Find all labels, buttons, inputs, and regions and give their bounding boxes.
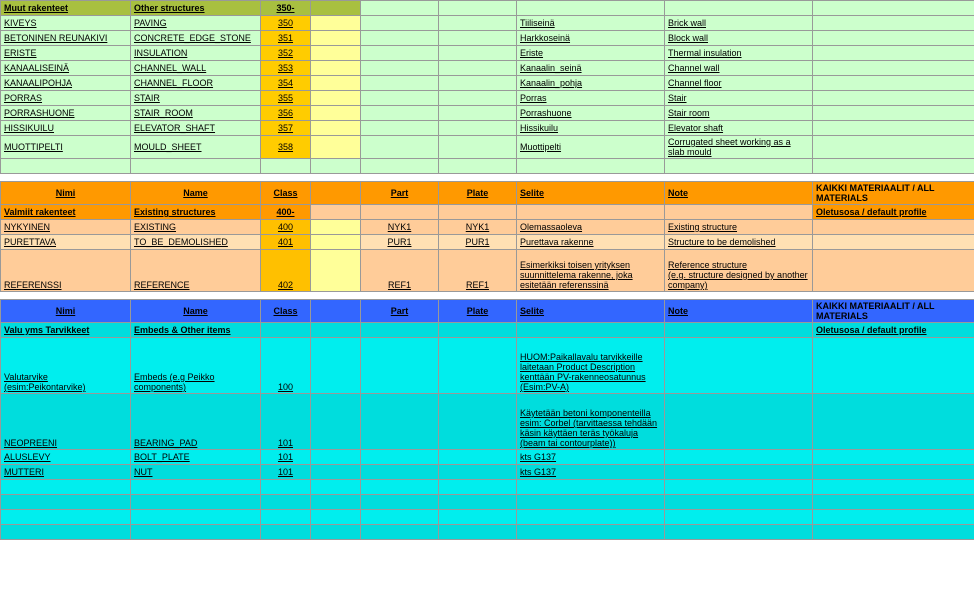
section2-row: NYKYINENEXISTING400NYK1NYK1Olemassaoleva… [1,220,974,235]
section3-row: Valutarvike (esim:Peikontarvike)Embeds (… [1,338,974,394]
section2-row: REFERENSSIREFERENCE402REF1REF1Esimerkiks… [1,250,974,292]
section1-row: KANAALIPOHJACHANNEL_FLOOR354Kanaalin_poh… [1,76,974,91]
section1-row: PORRASSTAIR355PorrasStair [1,91,974,106]
section2-row: PURETTAVATO_BE_DEMOLISHED401PUR1PUR1Pure… [1,235,974,250]
section1-row: MUOTTIPELTIMOULD_SHEET358MuottipeltiCorr… [1,136,974,159]
section1-row: PORRASHUONESTAIR_ROOM356PorrashuoneStair… [1,106,974,121]
spreadsheet-table: Muut rakenteetOther structures350-KIVEYS… [0,0,974,540]
section3-category: Valu yms TarvikkeetEmbeds & Other itemsO… [1,323,974,338]
section1-category: Muut rakenteetOther structures350- [1,1,974,16]
section1-row: KIVEYSPAVING350TiiliseinäBrick wall [1,16,974,31]
section1-row: BETONINEN REUNAKIVICONCRETE_EDGE_STONE35… [1,31,974,46]
section3-empty-row [1,525,974,540]
section2-category: Valmiit rakenteetExisting structures400-… [1,205,974,220]
section2-header: NimiNameClassPartPlateSeliteNoteKAIKKI M… [1,182,974,205]
section3-row: ALUSLEVYBOLT_PLATE101kts G137 [1,450,974,465]
section3-row: MUTTERINUT101kts G137 [1,465,974,480]
section3-empty-row [1,495,974,510]
section1-row: HISSIKUILUELEVATOR_SHAFT357HissikuiluEle… [1,121,974,136]
section3-header: NimiNameClassPartPlateSeliteNoteKAIKKI M… [1,300,974,323]
section3-row: NEOPREENIBEARING_PAD101Käytetään betoni … [1,394,974,450]
section1-row: ERISTEINSULATION352EristeThermal insulat… [1,46,974,61]
section3-empty-row [1,510,974,525]
section1-row: KANAALISEINÄCHANNEL_WALL353Kanaalin_sein… [1,61,974,76]
section3-empty-row [1,480,974,495]
